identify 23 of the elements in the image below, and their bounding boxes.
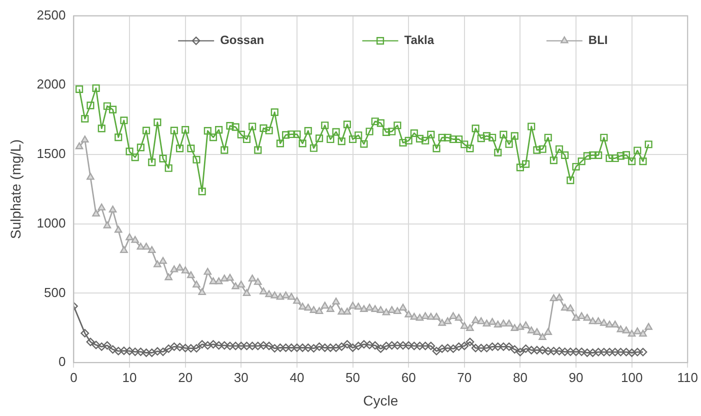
y-tick-label: 0 (58, 354, 66, 370)
x-tick-label: 50 (346, 370, 360, 385)
x-tick-label: 60 (401, 370, 416, 385)
x-tick-label: 20 (178, 370, 193, 385)
y-tick-label: 2000 (36, 76, 66, 92)
x-tick-label: 0 (70, 370, 78, 385)
y-tick-label: 1000 (36, 215, 66, 230)
legend-label: BLI (588, 33, 608, 48)
x-tick-label: 100 (620, 370, 643, 385)
x-tick-label: 30 (234, 370, 248, 385)
y-tick-label: 2500 (36, 7, 66, 22)
y-tick-label: 1500 (36, 146, 66, 162)
x-axis-title: Cycle (363, 392, 398, 408)
x-tick-label: 70 (457, 370, 472, 385)
x-tick-label: 80 (512, 370, 528, 385)
x-tick-label: 90 (568, 370, 584, 385)
y-axis-title: Sulphate (mg/L) (7, 139, 24, 240)
x-tick-label: 110 (677, 370, 698, 385)
legend-label: Gossan (220, 33, 264, 48)
x-tick-label: 10 (122, 370, 137, 385)
x-tick-label: 40 (290, 370, 304, 385)
y-tick-label: 500 (44, 284, 66, 300)
legend-label: Takla (404, 33, 434, 48)
